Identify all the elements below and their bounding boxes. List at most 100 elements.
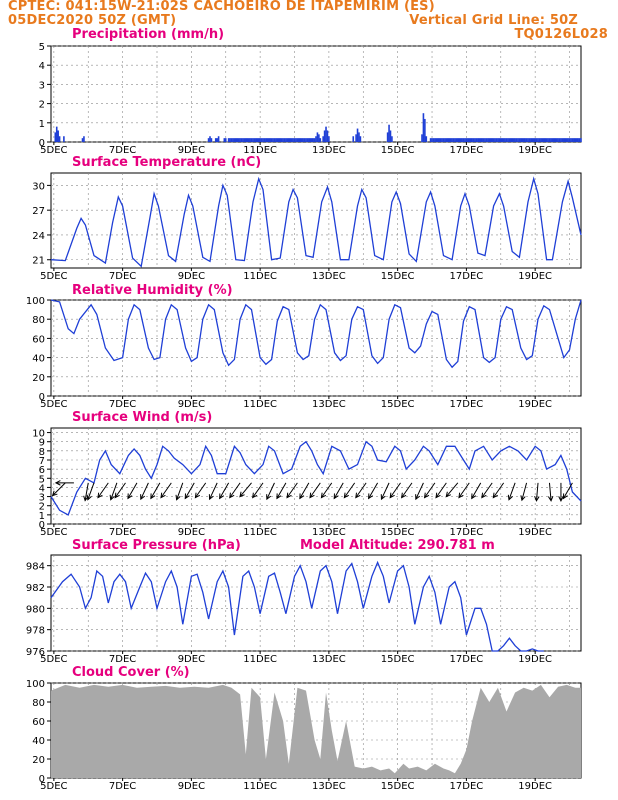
y-tick-label-rh: 20	[32, 373, 45, 384]
precip-bar	[319, 138, 322, 142]
panel-title-temp: Surface Temperature (nC)	[72, 155, 261, 170]
precip-bar	[243, 138, 246, 142]
precip-bar	[303, 138, 306, 142]
precip-bar	[266, 138, 269, 142]
precip-bar	[299, 138, 302, 142]
precip-bar	[245, 138, 247, 142]
precip-bar	[439, 138, 442, 142]
wind-arrow-head	[97, 492, 103, 499]
wind-arrow-head	[471, 493, 477, 500]
precip-bar	[495, 138, 498, 142]
wind-arrow-shaft	[266, 482, 275, 500]
precip-bar	[306, 138, 309, 142]
precip-bar	[273, 138, 276, 142]
precip-bar	[498, 138, 501, 142]
header-date: 05DEC2020 50Z (GMT)	[8, 13, 177, 28]
x-tick-label-pres: 19DEC	[518, 654, 552, 665]
wind-arrow-head	[54, 480, 61, 486]
precip-bar	[511, 138, 514, 142]
precip-bar	[355, 134, 357, 142]
y-tick-label-cloud: 80	[32, 698, 45, 709]
wind-arrow-head	[127, 493, 133, 500]
precip-bar	[521, 138, 524, 142]
precip-bar	[216, 138, 218, 142]
precip-bar	[472, 138, 475, 142]
precip-bar	[223, 138, 226, 142]
y-tick-label-precip: 1	[39, 119, 45, 130]
y-tick-label-wind: 7	[39, 456, 45, 467]
precip-bar	[527, 138, 529, 142]
y-tick-label-temp: 21	[32, 256, 45, 267]
wind-arrow-shaft	[401, 482, 413, 498]
precip-bar	[277, 138, 280, 142]
wind-arrow-head	[229, 492, 235, 499]
y-tick-label-wind: 10	[32, 429, 45, 440]
precip-bar	[272, 138, 274, 142]
precip-bar	[467, 138, 469, 142]
precip-bar	[558, 138, 561, 142]
wind-arrow-head	[309, 492, 315, 499]
wind-arrow-head	[492, 492, 498, 499]
x-tick-label-rh: 5DEC	[40, 399, 67, 410]
y-tick-label-cloud: 100	[26, 679, 45, 690]
precip-bar	[458, 138, 461, 142]
wind-arrow-head	[208, 494, 214, 501]
precip-bar	[542, 138, 545, 142]
precip-bar	[310, 138, 313, 142]
precip-bar	[518, 138, 521, 142]
header-station: CPTEC: 041:15W-21:02S CACHOEIRO DE ITAPE…	[8, 0, 435, 14]
precip-bar	[214, 138, 217, 142]
x-tick-label-precip: 5DEC	[40, 145, 67, 156]
precip-bar	[308, 138, 310, 142]
precip-bar	[295, 138, 297, 142]
precip-bar	[567, 138, 569, 142]
x-tick-label-rh: 11DEC	[243, 399, 277, 410]
x-tick-label-temp: 13DEC	[312, 271, 346, 282]
y-tick-label-cloud: 20	[32, 755, 45, 766]
precip-bar	[557, 138, 559, 142]
precip-bar	[210, 138, 213, 142]
wind-arrow-shaft	[481, 482, 493, 498]
precip-bar	[524, 138, 526, 142]
wind-arrow-shaft	[239, 482, 252, 497]
precip-bar	[315, 136, 317, 142]
wind-arrow-shaft	[548, 482, 552, 501]
y-tick-label-precip: 4	[39, 61, 45, 72]
x-tick-label-cloud: 7DEC	[109, 781, 136, 792]
precip-bar	[63, 136, 65, 142]
precip-bar	[444, 138, 446, 142]
wind-arrow-shaft	[355, 482, 367, 498]
precip-bar	[520, 138, 522, 142]
wind-arrow-head	[343, 492, 350, 499]
precip-bar	[422, 113, 425, 142]
x-tick-label-wind: 5DEC	[40, 527, 67, 538]
precip-bar	[269, 138, 271, 142]
precip-bar	[438, 138, 440, 142]
precip-bar	[457, 138, 459, 142]
wind-arrow-shaft	[276, 482, 287, 499]
wind-arrow-head	[389, 492, 395, 499]
wind-arrow-shaft	[140, 482, 149, 500]
wind-arrow-shaft	[343, 482, 356, 498]
precip-bar	[484, 138, 486, 142]
y-tick-label-precip: 3	[39, 80, 45, 91]
precip-bar	[257, 138, 260, 142]
precip-bar	[445, 138, 448, 142]
wind-arrow-shaft	[219, 482, 230, 499]
x-tick-label-cloud: 17DEC	[450, 781, 484, 792]
precip-bar	[501, 138, 504, 142]
x-tick-label-rh: 9DEC	[178, 399, 205, 410]
precip-bar	[551, 138, 554, 142]
precip-bar	[276, 138, 279, 142]
y-tick-label-wind: 2	[39, 502, 45, 513]
y-tick-label-pres: 980	[26, 604, 45, 615]
precip-bar	[242, 138, 244, 142]
precip-bar	[573, 138, 575, 142]
wind-arrow-head	[299, 493, 305, 500]
wind-arrow-shaft	[562, 482, 573, 499]
precip-bar	[386, 132, 389, 142]
wind-arrow-head	[355, 492, 361, 499]
y-tick-label-rh: 0	[39, 392, 45, 403]
precip-bar	[465, 138, 468, 142]
